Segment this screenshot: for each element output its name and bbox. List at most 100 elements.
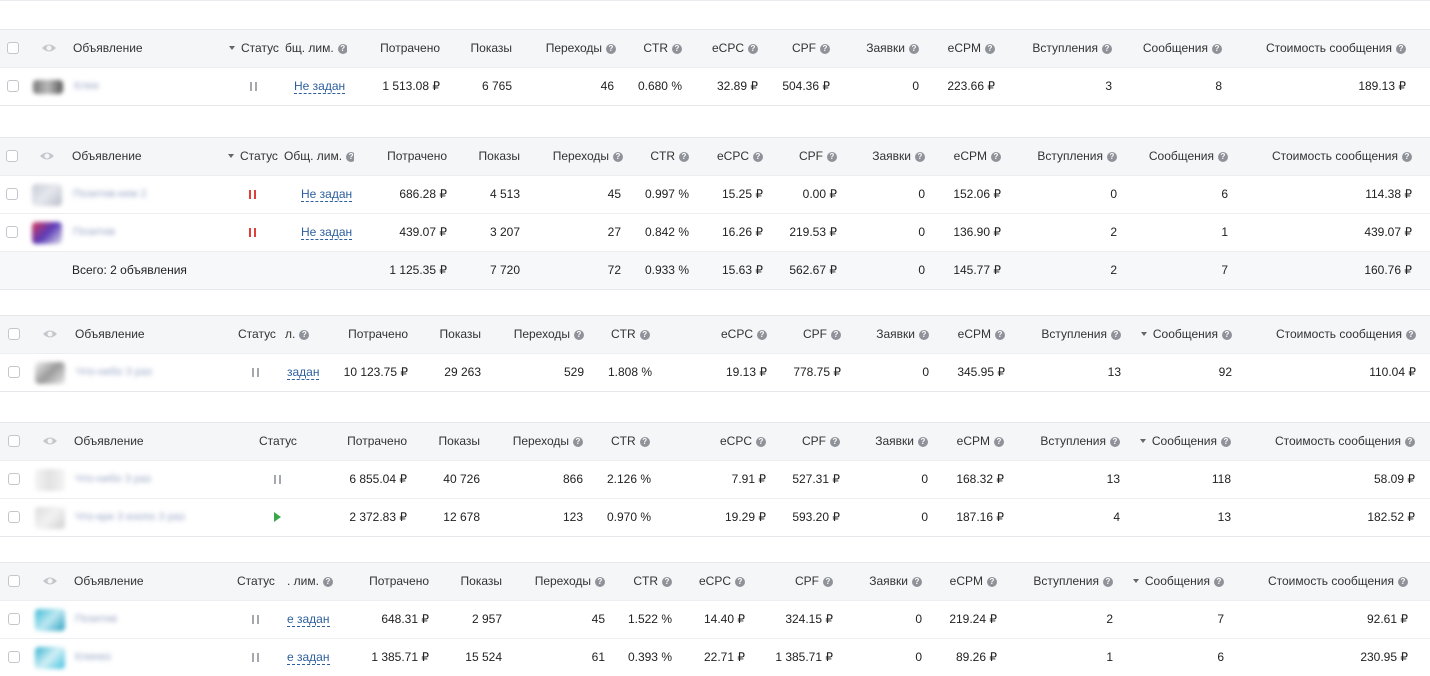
table-row[interactable]: Позитив е задан 648.31 ₽ 2 957 45 1.522 … [0, 601, 1430, 639]
col-status[interactable]: Статус [238, 327, 276, 341]
help-icon[interactable]: ? [1406, 330, 1416, 340]
table-row[interactable]: Клее Не задан 1 513.08 ₽ 6 765 46 0.680 … [0, 68, 1430, 105]
col-msg-cost[interactable]: Стоимость сообщения? [1240, 316, 1416, 353]
help-icon[interactable]: ? [823, 577, 833, 587]
col-status[interactable]: Статус [259, 434, 297, 448]
col-impressions[interactable]: Показы [478, 149, 520, 163]
col-cpf[interactable]: CPF? [781, 316, 841, 353]
pause-icon[interactable] [252, 368, 260, 377]
help-icon[interactable]: ? [753, 152, 763, 162]
table-row[interactable]: Что-нибо 3 раз 6 855.04 ₽ 40 726 866 2.1… [0, 461, 1430, 499]
help-icon[interactable]: ? [735, 577, 745, 587]
eye-icon[interactable] [39, 149, 55, 163]
select-all-checkbox[interactable] [8, 328, 20, 340]
col-limit[interactable]: Общ. лим.? [284, 138, 354, 175]
help-icon[interactable]: ? [672, 44, 682, 54]
help-icon[interactable]: ? [831, 330, 841, 340]
col-clicks[interactable]: Переходы? [527, 138, 623, 175]
help-icon[interactable]: ? [1402, 152, 1412, 162]
ad-name[interactable]: Что-нибо 3 раз [75, 473, 152, 485]
col-requests[interactable]: Заявки? [848, 563, 922, 600]
help-icon[interactable]: ? [1107, 152, 1117, 162]
help-icon[interactable]: ? [337, 44, 347, 54]
help-icon[interactable]: ? [1102, 44, 1112, 54]
row-checkbox[interactable] [8, 613, 20, 625]
help-icon[interactable]: ? [995, 330, 1005, 340]
help-icon[interactable]: ? [299, 330, 310, 340]
eye-icon[interactable] [42, 327, 58, 341]
col-limit[interactable]: л.? [285, 316, 313, 353]
row-checkbox[interactable] [8, 473, 20, 485]
ad-name[interactable]: Клее [74, 80, 100, 92]
col-cpf[interactable]: CPF? [770, 30, 830, 67]
col-requests[interactable]: Заявки? [851, 138, 925, 175]
col-requests[interactable]: Заявки? [854, 423, 928, 460]
help-icon[interactable]: ? [1398, 577, 1408, 587]
pause-icon[interactable] [274, 475, 282, 484]
help-icon[interactable]: ? [909, 44, 919, 54]
col-msg-cost[interactable]: Стоимость сообщения? [1232, 563, 1408, 600]
col-status[interactable]: Статус [237, 574, 275, 588]
col-messages[interactable]: Сообщения? [1121, 138, 1228, 175]
ad-name[interactable]: Что-нибо 3 раз [76, 366, 153, 378]
row-checkbox[interactable] [7, 80, 19, 92]
table-row[interactable]: Что-кре 3 кнопо 3 раз 2 372.83 ₽ 12 678 … [0, 499, 1430, 536]
col-limit[interactable]: бщ. лим.? [285, 30, 347, 67]
pause-icon[interactable] [250, 82, 258, 91]
col-spent[interactable]: Потрачено [380, 41, 440, 55]
col-msg-cost[interactable]: Стоимость сообщения? [1239, 423, 1415, 460]
limit-link[interactable]: Не задан [301, 187, 353, 202]
col-joins[interactable]: Вступления? [1015, 138, 1117, 175]
help-icon[interactable]: ? [1214, 577, 1224, 587]
col-impressions[interactable]: Показы [438, 434, 480, 448]
select-all-checkbox[interactable] [7, 42, 19, 54]
eye-icon[interactable] [41, 41, 57, 55]
col-status[interactable]: Статус [228, 138, 278, 175]
col-joins[interactable]: Вступления? [1011, 563, 1113, 600]
col-impressions[interactable]: Показы [460, 574, 502, 588]
col-limit[interactable]: . лим.? [287, 563, 335, 600]
limit-link[interactable]: е задан [287, 612, 330, 627]
help-icon[interactable]: ? [613, 152, 623, 162]
help-icon[interactable]: ? [1110, 437, 1120, 447]
help-icon[interactable]: ? [830, 437, 840, 447]
eye-icon[interactable] [42, 574, 58, 588]
help-icon[interactable]: ? [915, 152, 925, 162]
col-ctr[interactable]: CTR? [627, 138, 689, 175]
col-requests[interactable]: Заявки? [855, 316, 929, 353]
help-icon[interactable]: ? [662, 577, 672, 587]
help-icon[interactable]: ? [919, 330, 929, 340]
col-ctr[interactable]: CTR? [620, 30, 682, 67]
row-checkbox[interactable] [6, 188, 18, 200]
ad-name[interactable]: Клинко [75, 651, 112, 663]
col-requests[interactable]: Заявки? [845, 30, 919, 67]
help-icon[interactable]: ? [573, 437, 583, 447]
col-ecpc[interactable]: eCPC? [677, 563, 745, 600]
col-ad[interactable]: Объявление [75, 327, 145, 341]
col-clicks[interactable]: Переходы? [487, 423, 583, 460]
col-ctr[interactable]: CTR? [610, 563, 672, 600]
help-icon[interactable]: ? [1221, 437, 1231, 447]
col-ad[interactable]: Объявление [72, 149, 142, 163]
col-ad[interactable]: Объявление [74, 574, 144, 588]
limit-link[interactable]: Не задан [294, 79, 346, 94]
pause-icon[interactable] [249, 190, 257, 199]
table-row[interactable]: Позитив Не задан 439.07 ₽ 3 207 27 0.842… [0, 214, 1430, 252]
help-icon[interactable]: ? [1218, 152, 1228, 162]
col-impressions[interactable]: Показы [439, 327, 481, 341]
col-ecpc[interactable]: eCPC? [690, 30, 758, 67]
table-row[interactable]: Клинко е задан 1 385.71 ₽ 15 524 61 0.39… [0, 639, 1430, 676]
col-clicks[interactable]: Переходы? [488, 316, 584, 353]
col-joins[interactable]: Вступления? [1019, 316, 1121, 353]
help-icon[interactable]: ? [918, 437, 928, 447]
col-ecpc[interactable]: eCPC? [699, 316, 767, 353]
col-clicks[interactable]: Переходы? [509, 563, 605, 600]
help-icon[interactable]: ? [322, 577, 333, 587]
col-messages[interactable]: Сообщения? [1117, 563, 1224, 600]
help-icon[interactable]: ? [820, 44, 830, 54]
col-ecpm[interactable]: eCPM? [931, 138, 1001, 175]
col-ecpc[interactable]: eCPC? [698, 423, 766, 460]
col-messages[interactable]: Сообщения? [1115, 30, 1222, 67]
help-icon[interactable]: ? [1111, 330, 1121, 340]
help-icon[interactable]: ? [994, 437, 1004, 447]
